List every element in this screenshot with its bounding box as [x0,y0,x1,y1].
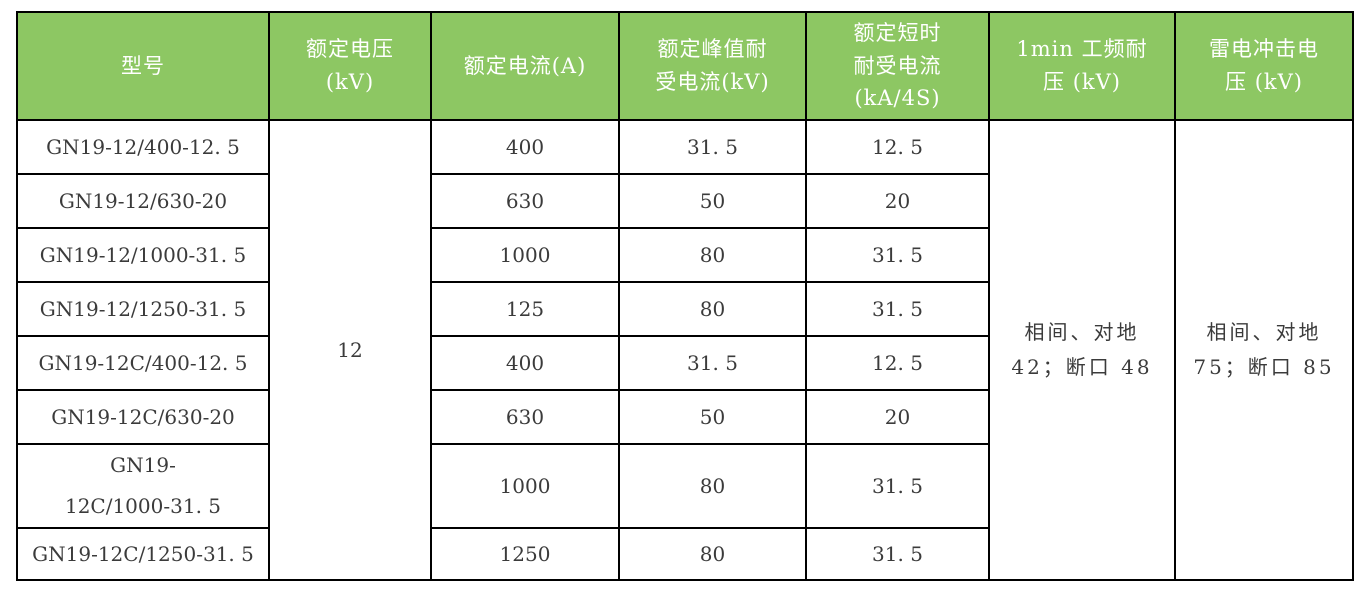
table-row: GN19-12C/630-20 630 50 20 [16,389,1353,445]
table-row: GN19- 12C/1000-31. 5 1000 80 31. 5 [16,443,1353,529]
model-cell: GN19-12/1000-31. 5 [16,227,270,283]
rated-current-cell: 630 [430,173,620,229]
model-cell: GN19-12/630-20 [16,173,270,229]
short-time-current-cell: 12. 5 [805,119,990,175]
table-row: GN19-12C/400-12. 5 400 31. 5 12. 5 [16,335,1353,391]
short-time-current-cell: 31. 5 [805,227,990,283]
peak-current-cell: 80 [618,227,807,283]
spec-table: 型号 额定电压 (kV) 额定电流(A) 额定峰值耐 受电流(kV) 额定短时 … [16,11,1354,581]
peak-current-cell: 50 [618,389,807,445]
peak-current-cell: 80 [618,443,807,529]
header-rated-voltage: 额定电压 (kV) [268,11,432,121]
table-row: GN19-12C/1250-31. 5 1250 80 31. 5 [16,527,1353,581]
peak-current-cell: 80 [618,281,807,337]
rated-voltage-cell: 12 [268,119,432,581]
short-time-current-cell: 20 [805,173,990,229]
header-row: 型号 额定电压 (kV) 额定电流(A) 额定峰值耐 受电流(kV) 额定短时 … [16,11,1354,121]
header-rated-current: 额定电流(A) [430,11,620,121]
lightning-impulse-cell: 相间、对地 75；断口 85 [1174,119,1354,581]
rated-current-cell: 400 [430,335,620,391]
rated-current-cell: 125 [430,281,620,337]
model-cell: GN19-12C/1250-31. 5 [16,527,270,581]
short-time-current-cell: 31. 5 [805,527,990,581]
power-frequency-cell: 相间、对地 42；断口 48 [988,119,1176,581]
header-short-time-withstand-current: 额定短时 耐受电流 (kA/4S) [805,11,990,121]
table-row: GN19-12/630-20 630 50 20 [16,173,1353,229]
peak-current-cell: 31. 5 [618,119,807,175]
short-time-current-cell: 31. 5 [805,443,990,529]
rated-current-cell: 1000 [430,443,620,529]
header-peak-withstand-current: 额定峰值耐 受电流(kV) [618,11,807,121]
model-cell: GN19-12/400-12. 5 [16,119,270,175]
peak-current-cell: 31. 5 [618,335,807,391]
table-row: GN19-12/1250-31. 5 125 80 31. 5 [16,281,1353,337]
rated-current-cell: 1250 [430,527,620,581]
rated-current-cell: 400 [430,119,620,175]
model-cell: GN19-12/1250-31. 5 [16,281,270,337]
header-model: 型号 [16,11,270,121]
peak-current-cell: 50 [618,173,807,229]
short-time-current-cell: 20 [805,389,990,445]
rated-current-cell: 630 [430,389,620,445]
table-row: GN19-12/1000-31. 5 1000 80 31. 5 [16,227,1353,283]
model-cell: GN19-12C/630-20 [16,389,270,445]
header-lightning-impulse-voltage: 雷电冲击电 压 (kV) [1174,11,1354,121]
short-time-current-cell: 31. 5 [805,281,990,337]
model-cell: GN19- 12C/1000-31. 5 [16,443,270,529]
short-time-current-cell: 12. 5 [805,335,990,391]
model-cell: GN19-12C/400-12. 5 [16,335,270,391]
peak-current-cell: 80 [618,527,807,581]
table-row: GN19-12/400-12. 5 12 400 31. 5 12. 5 相间、… [16,119,1354,581]
header-power-frequency-withstand-voltage: 1min 工频耐 压 (kV) [988,11,1176,121]
rated-current-cell: 1000 [430,227,620,283]
